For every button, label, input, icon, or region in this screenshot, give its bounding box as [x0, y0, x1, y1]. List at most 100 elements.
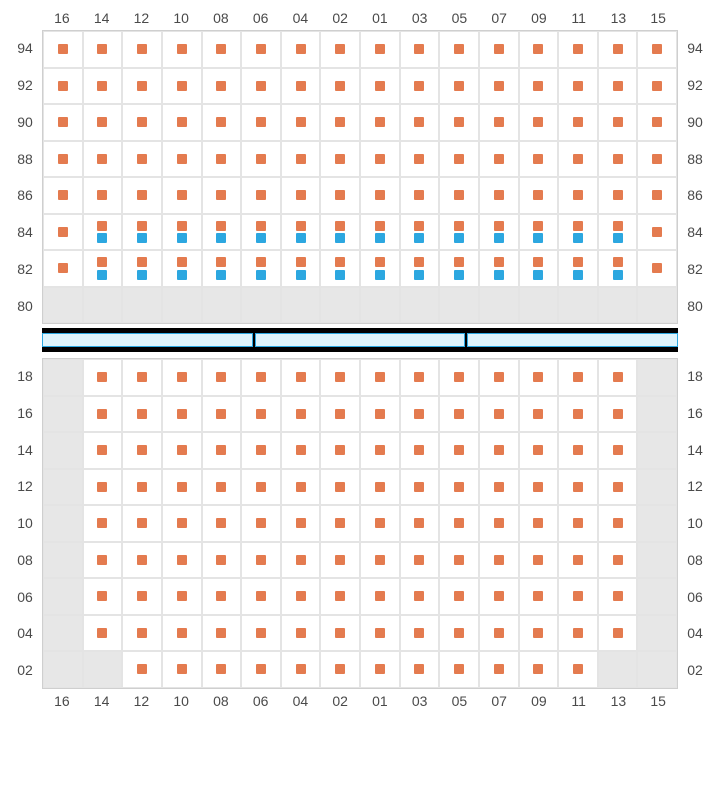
seat-marker[interactable]: [296, 233, 306, 243]
seat-cell[interactable]: [202, 31, 242, 68]
seat-cell[interactable]: [558, 68, 598, 105]
seat-marker[interactable]: [573, 233, 583, 243]
seat-cell[interactable]: [202, 104, 242, 141]
seat-marker[interactable]: [296, 591, 306, 601]
seat-marker[interactable]: [414, 190, 424, 200]
seat-cell[interactable]: [202, 177, 242, 214]
seat-marker[interactable]: [335, 257, 345, 267]
seat-marker[interactable]: [375, 44, 385, 54]
seat-cell[interactable]: [83, 141, 123, 178]
seat-cell[interactable]: [479, 432, 519, 469]
seat-marker[interactable]: [137, 233, 147, 243]
seat-cell[interactable]: [241, 396, 281, 433]
seat-marker[interactable]: [335, 409, 345, 419]
seat-marker[interactable]: [177, 270, 187, 280]
seat-marker[interactable]: [494, 117, 504, 127]
seat-marker[interactable]: [613, 257, 623, 267]
seat-cell[interactable]: [241, 31, 281, 68]
seat-marker[interactable]: [335, 591, 345, 601]
seat-marker[interactable]: [494, 518, 504, 528]
seat-cell[interactable]: [241, 214, 281, 251]
seat-cell[interactable]: [83, 177, 123, 214]
seat-marker[interactable]: [256, 221, 266, 231]
seat-marker[interactable]: [494, 154, 504, 164]
seat-marker[interactable]: [256, 190, 266, 200]
seat-marker[interactable]: [216, 154, 226, 164]
seat-cell[interactable]: [439, 214, 479, 251]
seat-cell[interactable]: [400, 615, 440, 652]
seat-cell[interactable]: [281, 250, 321, 287]
seat-marker[interactable]: [137, 555, 147, 565]
seat-marker[interactable]: [216, 664, 226, 674]
seat-marker[interactable]: [375, 372, 385, 382]
seat-cell[interactable]: [320, 432, 360, 469]
seat-cell[interactable]: [519, 31, 559, 68]
seat-marker[interactable]: [573, 445, 583, 455]
seat-cell[interactable]: [439, 542, 479, 579]
seat-marker[interactable]: [137, 221, 147, 231]
seat-cell[interactable]: [83, 68, 123, 105]
seat-cell[interactable]: [519, 141, 559, 178]
seat-marker[interactable]: [296, 409, 306, 419]
seat-cell[interactable]: [479, 469, 519, 506]
seat-marker[interactable]: [533, 81, 543, 91]
seat-marker[interactable]: [454, 44, 464, 54]
seat-marker[interactable]: [137, 409, 147, 419]
seat-cell[interactable]: [320, 104, 360, 141]
seat-marker[interactable]: [652, 117, 662, 127]
seat-marker[interactable]: [97, 154, 107, 164]
seat-marker[interactable]: [454, 445, 464, 455]
seat-cell[interactable]: [43, 214, 83, 251]
seat-marker[interactable]: [296, 270, 306, 280]
seat-marker[interactable]: [335, 628, 345, 638]
seat-marker[interactable]: [58, 154, 68, 164]
seat-marker[interactable]: [494, 233, 504, 243]
seat-marker[interactable]: [652, 154, 662, 164]
seat-marker[interactable]: [177, 257, 187, 267]
seat-marker[interactable]: [216, 81, 226, 91]
seat-marker[interactable]: [533, 628, 543, 638]
seat-marker[interactable]: [216, 628, 226, 638]
seat-marker[interactable]: [177, 190, 187, 200]
seat-cell[interactable]: [400, 469, 440, 506]
seat-cell[interactable]: [558, 396, 598, 433]
seat-marker[interactable]: [256, 154, 266, 164]
seat-marker[interactable]: [414, 591, 424, 601]
seat-cell[interactable]: [558, 469, 598, 506]
seat-cell[interactable]: [241, 469, 281, 506]
seat-cell[interactable]: [598, 615, 638, 652]
seat-marker[interactable]: [177, 591, 187, 601]
seat-cell[interactable]: [320, 359, 360, 396]
seat-cell[interactable]: [162, 214, 202, 251]
seat-marker[interactable]: [177, 221, 187, 231]
seat-marker[interactable]: [177, 44, 187, 54]
seat-cell[interactable]: [519, 432, 559, 469]
seat-cell[interactable]: [122, 505, 162, 542]
seat-marker[interactable]: [454, 409, 464, 419]
seat-cell[interactable]: [558, 141, 598, 178]
seat-marker[interactable]: [454, 221, 464, 231]
seat-cell[interactable]: [519, 359, 559, 396]
seat-marker[interactable]: [414, 117, 424, 127]
seat-marker[interactable]: [216, 190, 226, 200]
seat-cell[interactable]: [598, 141, 638, 178]
seat-cell[interactable]: [43, 31, 83, 68]
seat-marker[interactable]: [256, 81, 266, 91]
seat-cell[interactable]: [360, 31, 400, 68]
seat-cell[interactable]: [320, 396, 360, 433]
seat-marker[interactable]: [177, 555, 187, 565]
seat-marker[interactable]: [573, 257, 583, 267]
seat-marker[interactable]: [335, 44, 345, 54]
seat-marker[interactable]: [573, 372, 583, 382]
seat-cell[interactable]: [320, 469, 360, 506]
seat-cell[interactable]: [479, 177, 519, 214]
seat-marker[interactable]: [533, 664, 543, 674]
seat-cell[interactable]: [439, 615, 479, 652]
seat-marker[interactable]: [296, 81, 306, 91]
seat-cell[interactable]: [360, 214, 400, 251]
seat-cell[interactable]: [439, 505, 479, 542]
seat-cell[interactable]: [281, 505, 321, 542]
seat-cell[interactable]: [360, 104, 400, 141]
seat-marker[interactable]: [494, 270, 504, 280]
seat-cell[interactable]: [320, 177, 360, 214]
